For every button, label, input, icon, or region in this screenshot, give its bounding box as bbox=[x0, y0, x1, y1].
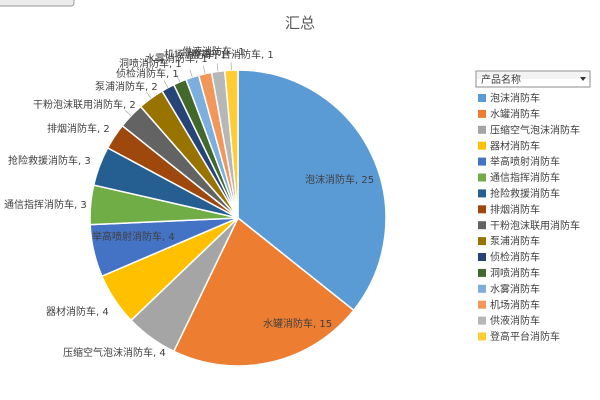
pie-slice bbox=[223, 69, 239, 219]
legend-swatch bbox=[478, 284, 486, 293]
slice-label: 水罐消防车, 15 bbox=[263, 317, 332, 330]
leader-line bbox=[189, 69, 193, 78]
slice-labels: 泡沫消防车, 25 水罐消防车, 15 压缩空气泡沫消防车, 4 器材消防车, 4 举高… bbox=[4, 45, 374, 359]
legend-swatch bbox=[478, 109, 486, 118]
leader-line bbox=[176, 74, 181, 83]
slice-label: 压缩空气泡沫消防车, 4 bbox=[63, 346, 166, 359]
leader-line bbox=[163, 80, 169, 88]
legend-filter-dropdown[interactable]: 产品名称 bbox=[475, 70, 591, 88]
slice-label: 排烟消防车, 2 bbox=[47, 122, 110, 135]
legend-swatch bbox=[478, 300, 486, 309]
legend-swatch bbox=[478, 268, 486, 277]
slice-label: 泡沫消防车, 25 bbox=[305, 173, 374, 186]
leader-line bbox=[124, 109, 132, 116]
legend-filter-label: 产品名称 bbox=[481, 73, 521, 86]
legend-swatch bbox=[478, 157, 486, 166]
legend-label: 器材消防车 bbox=[490, 139, 540, 152]
pie-slice bbox=[172, 216, 355, 367]
slice-label: 供液消防车, 1 bbox=[182, 45, 245, 58]
legend-swatch bbox=[478, 253, 486, 261]
legend-label: 干粉泡沫联用消防车 bbox=[490, 219, 580, 232]
slice-label: 机场消防车, 1 bbox=[164, 48, 227, 61]
legend-swatch bbox=[478, 125, 486, 134]
slice-label: 侦检消防车, 1 bbox=[116, 67, 179, 80]
legend-label: 抢险救援消防车 bbox=[490, 187, 560, 200]
legend-swatch bbox=[478, 189, 486, 198]
legend-swatch bbox=[478, 205, 486, 214]
legend-label: 洞喷消防车 bbox=[490, 267, 540, 280]
legend-swatch bbox=[478, 173, 486, 182]
legend-label: 举高喷射消防车 bbox=[490, 155, 560, 168]
leader-lines bbox=[124, 62, 232, 116]
legend-swatch bbox=[478, 221, 486, 230]
legend-label: 排烟消防车 bbox=[490, 203, 540, 216]
slice-label: 泵浦消防车, 2 bbox=[95, 80, 158, 93]
chart-title: 汇总 bbox=[285, 14, 315, 32]
legend-swatch bbox=[478, 94, 486, 102]
legend-swatch bbox=[478, 141, 486, 150]
legend: 产品名称 泡沫消防车水罐消防车压缩空气泡沫消防车器材消防车举高喷射消防车通信指挥… bbox=[475, 70, 591, 343]
legend-items: 泡沫消防车水罐消防车压缩空气泡沫消防车器材消防车举高喷射消防车通信指挥消防车抢险… bbox=[478, 92, 580, 343]
slice-label: 登高平台消防车, 1 bbox=[191, 48, 274, 61]
legend-label: 水罐消防车 bbox=[490, 108, 540, 121]
leader-line bbox=[146, 91, 152, 99]
legend-swatch bbox=[478, 237, 486, 246]
slice-label: 器材消防车, 4 bbox=[46, 305, 109, 318]
legend-swatch bbox=[478, 332, 486, 341]
slice-label: 洞喷消防车, 1 bbox=[119, 57, 182, 70]
slice-label: 举高喷射消防车, 4 bbox=[92, 230, 175, 243]
legend-label: 通信指挥消防车 bbox=[490, 171, 560, 184]
field-button[interactable] bbox=[0, 0, 75, 7]
legend-swatch bbox=[478, 316, 486, 325]
leader-line bbox=[216, 63, 219, 72]
legend-label: 侦检消防车 bbox=[490, 251, 540, 264]
legend-label: 泡沫消防车 bbox=[490, 92, 540, 105]
legend-label: 机场消防车 bbox=[490, 298, 540, 311]
legend-label: 水雾消防车 bbox=[490, 282, 540, 295]
chevron-down-icon bbox=[580, 77, 586, 81]
pie-slices bbox=[89, 69, 387, 367]
legend-label: 登高平台消防车 bbox=[490, 330, 560, 343]
legend-label: 泵浦消防车 bbox=[490, 235, 540, 248]
leader-line bbox=[202, 65, 206, 74]
slice-label: 通信指挥消防车, 3 bbox=[4, 198, 87, 211]
pie-slice bbox=[237, 69, 387, 312]
legend-label: 供液消防车 bbox=[490, 314, 540, 327]
slice-label: 抢险救援消防车, 3 bbox=[8, 154, 91, 167]
slice-label: 水雾消防车, 1 bbox=[145, 52, 208, 65]
slice-label: 干粉泡沫联用消防车, 2 bbox=[33, 98, 136, 111]
legend-label: 压缩空气泡沫消防车 bbox=[490, 123, 580, 136]
